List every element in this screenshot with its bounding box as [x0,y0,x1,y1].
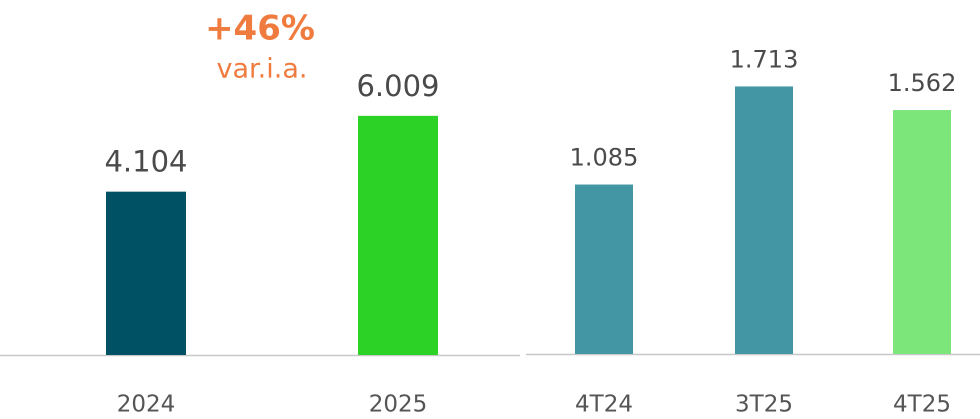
value-label: 6.009 [356,69,439,103]
value-label: 1.562 [888,69,957,97]
bar [358,115,438,355]
x-tick-label: 4T25 [893,392,951,418]
annotation: +46% [205,9,315,49]
x-tick-label: 2025 [369,392,428,418]
value-label: 1.713 [730,45,799,73]
annotation: var.i.a. [217,54,308,85]
bar [575,184,633,354]
value-label: 1.085 [570,144,639,172]
bar [735,86,793,355]
x-tick-label: 3T25 [735,392,793,418]
bar [106,191,186,355]
x-tick-label: 2024 [117,392,176,418]
value-label: 4.104 [104,145,187,179]
bar [893,110,951,355]
x-tick-label: 4T24 [575,392,633,418]
